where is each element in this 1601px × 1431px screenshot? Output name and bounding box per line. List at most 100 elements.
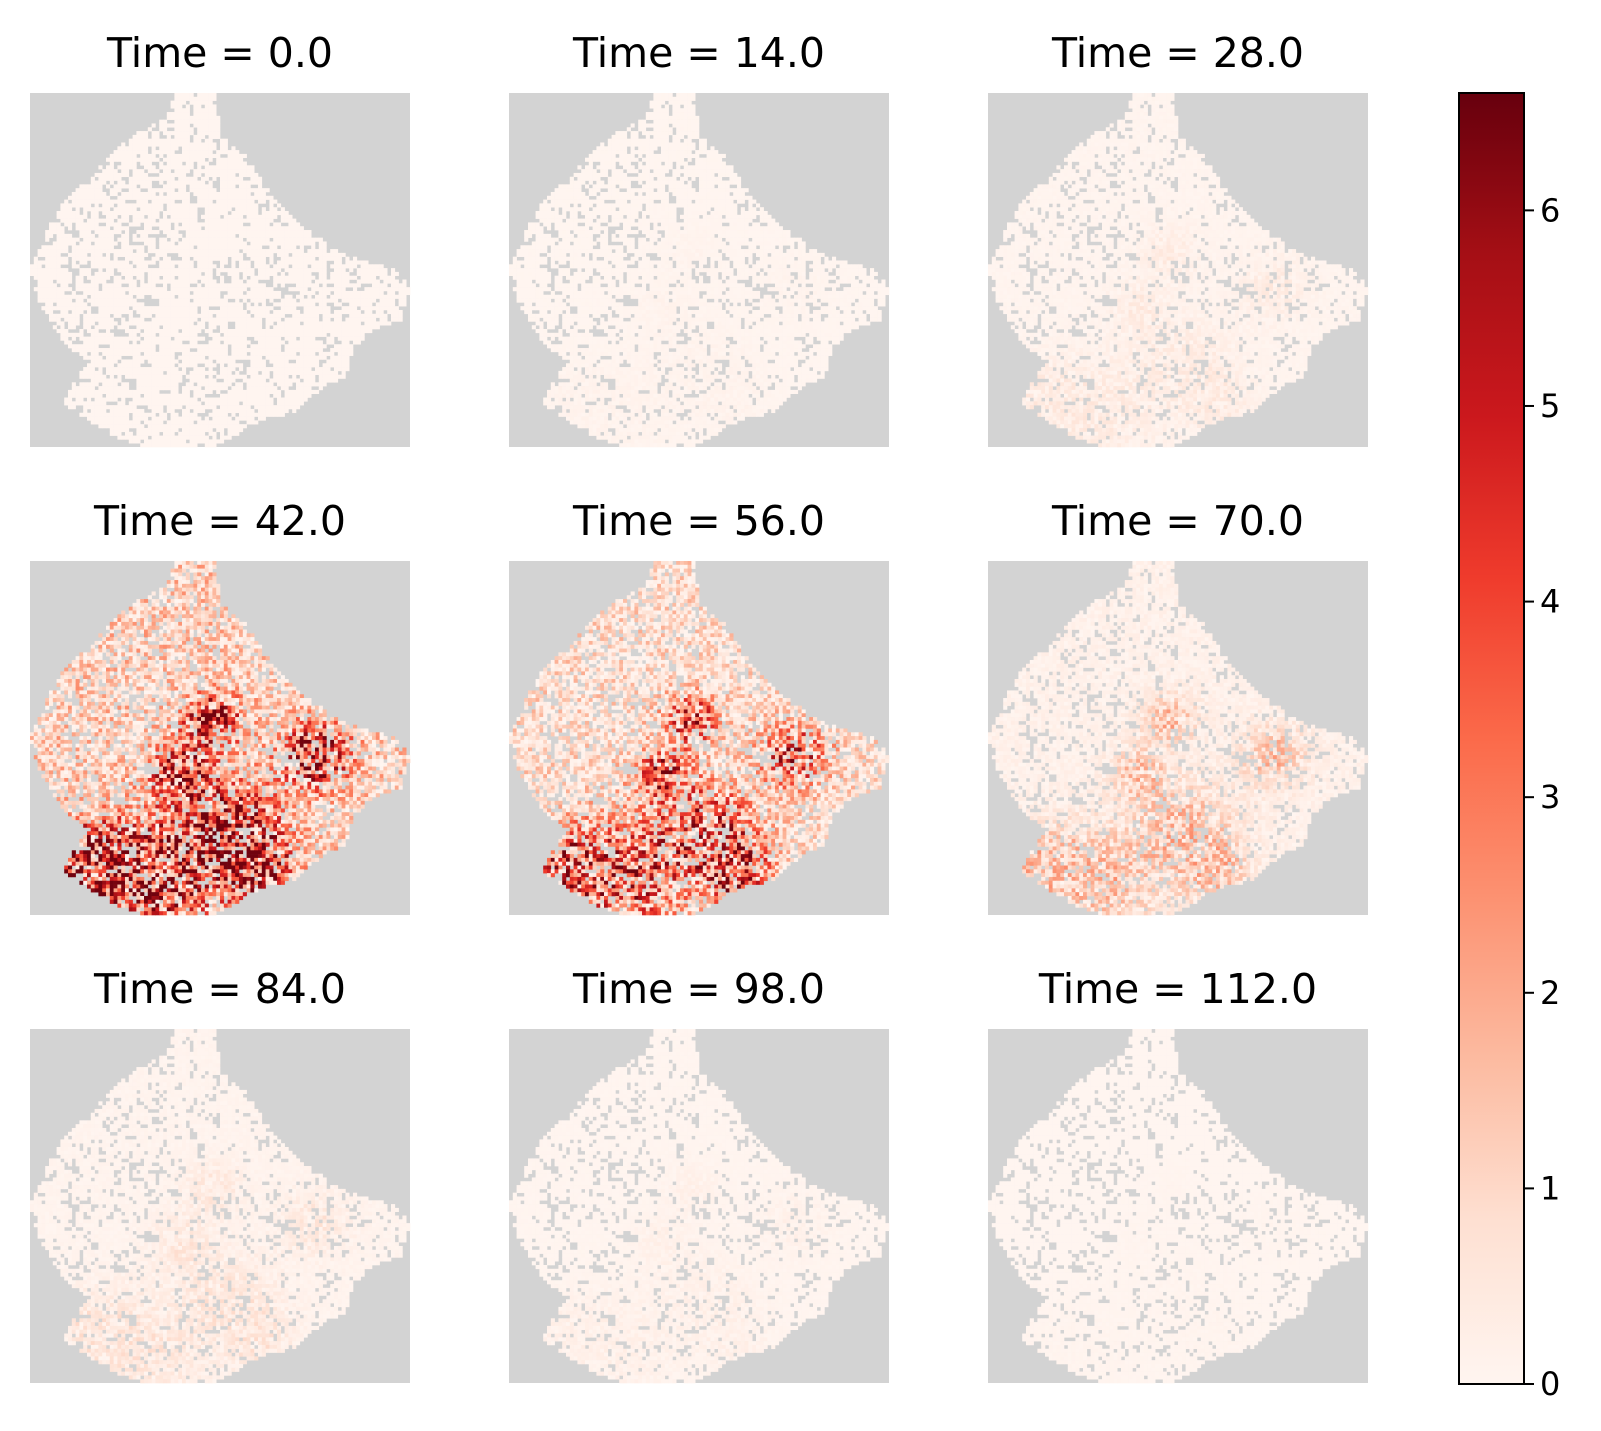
heatmap-cell [121,226,125,230]
heatmap-cell [171,295,175,299]
heatmap-cell [254,295,258,299]
heatmap-cell [163,245,167,249]
heatmap-cell [205,291,209,295]
heatmap-cell [182,116,186,120]
heatmap-cell [155,215,159,219]
heatmap-cell [129,302,133,306]
heatmap-cell [212,165,216,169]
heatmap-cell [376,264,380,268]
heatmap-cell [296,264,300,268]
heatmap-cell [258,276,262,280]
heatmap-cell [79,230,83,234]
heatmap-cell [87,238,91,242]
heatmap-cell [231,253,235,257]
heatmap-cell [300,260,304,264]
heatmap-cell [133,181,137,185]
heatmap-cell [45,310,49,314]
heatmap-cell [163,299,167,303]
heatmap-cell [121,196,125,200]
heatmap-cell [152,188,156,192]
heatmap-cell [292,276,296,280]
heatmap-cell [228,181,232,185]
heatmap-cell [201,97,205,101]
heatmap-cell [140,200,144,204]
heatmap-cell [91,207,95,211]
heatmap-cell [98,200,102,204]
heatmap-cell [117,299,121,303]
heatmap-cell [292,219,296,223]
heatmap-cell [152,169,156,173]
heatmap-cell [178,287,182,291]
heatmap-cell [98,230,102,234]
heatmap-cell [152,245,156,249]
heatmap-cell [231,211,235,215]
heatmap-cell [106,287,110,291]
heatmap-cell [182,276,186,280]
heatmap-cell [239,238,243,242]
heatmap-cell [311,291,315,295]
heatmap-cell [273,302,277,306]
heatmap-cell [307,276,311,280]
heatmap-cell [262,310,266,314]
heatmap-cell [273,200,277,204]
heatmap-cell [163,146,167,150]
heatmap-cell [281,207,285,211]
heatmap-cell [129,257,133,261]
heatmap-cell [250,283,254,287]
heatmap-cell [247,268,251,272]
heatmap-cell [266,310,270,314]
heatmap-cell [98,219,102,223]
heatmap-cell [239,264,243,268]
heatmap-cell [231,257,235,261]
heatmap-cell [129,196,133,200]
heatmap-cell [357,295,361,299]
heatmap-cell [186,108,190,112]
heatmap-cell [247,260,251,264]
heatmap-cell [239,306,243,310]
heatmap-cell [250,241,254,245]
heatmap-cell [98,181,102,185]
heatmap-cell [174,207,178,211]
heatmap-cell [193,268,197,272]
heatmap-cell [133,165,137,169]
heatmap-cell [387,302,391,306]
heatmap-cell [304,276,308,280]
heatmap-cell [277,238,281,242]
heatmap-cell [212,283,216,287]
heatmap-cell [53,245,57,249]
heatmap-cell [273,234,277,238]
heatmap-cell [186,120,190,124]
heatmap-cell [224,158,228,162]
heatmap-cell [64,283,68,287]
heatmap-cell [190,184,194,188]
heatmap-cell [262,230,266,234]
heatmap-cell [269,219,273,223]
heatmap-cell [171,287,175,291]
heatmap-cell [76,211,80,215]
heatmap-cell [72,302,76,306]
heatmap-cell [197,253,201,257]
heatmap-cell [60,268,64,272]
heatmap-cell [243,268,247,272]
heatmap-cell [57,245,61,249]
heatmap-cell [140,207,144,211]
heatmap-cell [269,245,273,249]
heatmap-cell [167,222,171,226]
heatmap-cell [91,219,95,223]
heatmap-cell [121,310,125,314]
heatmap-cell [83,234,87,238]
heatmap-cell [402,283,406,287]
heatmap-cell [140,131,144,135]
heatmap-cell [193,158,197,162]
heatmap-cell [174,268,178,272]
heatmap-cell [235,203,239,207]
heatmap-cell [326,299,330,303]
heatmap-cell [133,142,137,146]
heatmap-cell [182,184,186,188]
heatmap-cell [224,207,228,211]
heatmap-cell [372,295,376,299]
heatmap-cell [262,272,266,276]
heatmap-cell [125,207,129,211]
heatmap-cell [224,196,228,200]
heatmap-cell [292,241,296,245]
